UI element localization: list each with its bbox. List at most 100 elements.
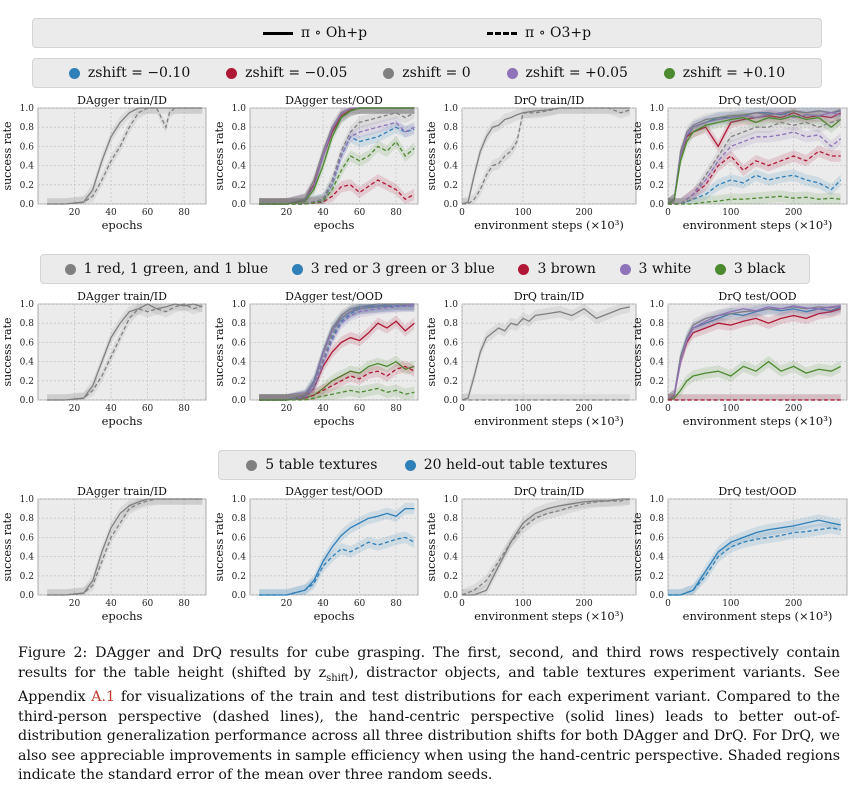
series-line [259,387,415,401]
legend-item-3-black: 3 black [714,261,786,277]
error-band [259,382,415,400]
legend-dot [714,263,726,275]
series-line [668,527,841,596]
x-tick-label: 200 [785,208,802,218]
y-tick-label: 0.8 [650,123,665,133]
error-band [668,113,841,204]
y-tick-label: 0.6 [444,338,459,348]
chart-drq-train-row1: 0.0 0.2 0.4 0.6 0.8 1.0 0 100 200 DrQ train/ID env… [425,94,637,232]
x-tick-label: 40 [105,404,117,414]
chart-drq-train-row3: 0.0 0.2 0.4 0.6 0.8 1.0 0 100 200 DrQ train/ID env… [425,485,637,623]
chart-title: DAgger train/ID [77,94,167,107]
error-band [259,174,415,204]
plot-area [461,498,637,596]
x-tick-label: 200 [576,404,593,414]
y-axis-label: success rate [631,512,644,581]
y-tick-label: 1.0 [232,104,247,114]
y-axis-label: success rate [631,317,644,386]
error-band [668,304,841,400]
chart-dagger-test-row1: 0.0 0.2 0.4 0.6 0.8 1.0 20 40 60 80 DAgger test/OO… [213,94,419,232]
legend-item-zshift-0: zshift = 0 [383,65,471,81]
y-tick-label: 0.8 [232,123,247,133]
y-tick-label: 0.4 [232,358,247,368]
y-tick-label: 1.0 [444,495,459,505]
legend-dot [64,263,76,275]
error-band [668,108,841,204]
y-tick-label: 0.4 [232,162,247,172]
error-band [462,304,630,400]
x-tick-label: 60 [354,599,366,609]
chart-drq-test-row3: 0.0 0.2 0.4 0.6 0.8 1.0 0 100 200 DrQ test/OOD env… [631,485,848,623]
chart-title: DAgger test/OOD [285,290,383,303]
y-tick-label: 0.6 [444,142,459,152]
legend-item-zshift-m010: zshift = −0.10 [68,65,190,81]
x-tick-label: 100 [514,208,531,218]
x-axis-label: epochs [102,609,143,623]
error-band [668,169,841,204]
legend-item-zshift-p010: zshift = +0.10 [663,65,785,81]
error-band [668,145,841,204]
error-band [259,360,415,400]
series-line [259,140,415,205]
error-band [668,304,841,400]
error-band [668,108,841,204]
x-tick-label: 20 [69,208,81,218]
error-band [259,135,415,204]
y-tick-label: 0.2 [444,572,458,582]
y-tick-label: 0.6 [650,338,665,348]
legend-label: zshift = +0.05 [525,65,628,81]
x-axis-label: epochs [314,609,355,623]
y-tick-label: 0.8 [650,514,665,524]
legend-line-styles: π ∘ Oh+p π ∘ O3+p [32,18,822,48]
y-tick-label: 0.4 [20,358,35,368]
error-band [462,108,630,204]
y-tick-label: 1.0 [232,300,247,310]
legend-item-zshift-m005: zshift = −0.05 [226,65,347,81]
series-line [259,121,415,205]
x-axis-label: epochs [314,218,355,232]
x-axis-label: epochs [102,414,143,428]
x-tick-label: 0 [665,208,671,218]
x-tick-label: 100 [514,599,531,609]
y-axis-label: success rate [1,512,14,581]
chart-drq-test-row1: 0.0 0.2 0.4 0.6 0.8 1.0 0 100 200 DrQ test/OOD env… [631,94,848,232]
series-line [668,174,842,205]
series-line [462,107,631,205]
y-tick-label: 1.0 [444,104,459,114]
y-axis-label: success rate [213,512,226,581]
x-tick-label: 100 [514,404,531,414]
legend-dot [518,263,530,275]
y-axis-label: success rate [425,512,438,581]
y-tick-label: 0.2 [232,181,246,191]
y-tick-label: 0.4 [444,358,459,368]
y-tick-label: 0.8 [20,319,35,329]
y-tick-label: 0.0 [20,591,35,601]
error-band [668,394,841,400]
chart-dagger-train-row3: 0.0 0.2 0.4 0.6 0.8 1.0 20 40 60 80 DAgger train/I… [1,485,207,623]
y-tick-label: 0.0 [232,396,247,406]
dashed-line-key [487,31,518,35]
y-tick-label: 0.2 [650,181,664,191]
x-tick-label: 0 [459,404,465,414]
series-line [667,115,842,205]
y-tick-label: 0.0 [20,396,35,406]
series-line [461,306,631,401]
legend-label: 3 black [733,261,786,277]
y-tick-label: 0.0 [232,200,247,210]
caption-part3: for visualizations of the train and test… [18,689,840,784]
y-tick-label: 0.6 [20,142,35,152]
error-band [668,394,841,400]
y-axis-label: success rate [425,317,438,386]
chart-title: DAgger train/ID [77,290,167,303]
chart-title: DrQ train/ID [514,485,584,498]
error-band [668,109,841,204]
series-line [259,536,415,596]
appendix-link[interactable]: A.1 [91,689,116,706]
error-band [47,499,203,595]
y-tick-label: 0.6 [232,338,247,348]
y-tick-label: 0.2 [20,377,34,387]
y-tick-label: 0.4 [20,553,35,563]
x-tick-label: 80 [390,404,402,414]
y-tick-label: 0.8 [232,514,247,524]
y-tick-label: 0.8 [444,123,459,133]
